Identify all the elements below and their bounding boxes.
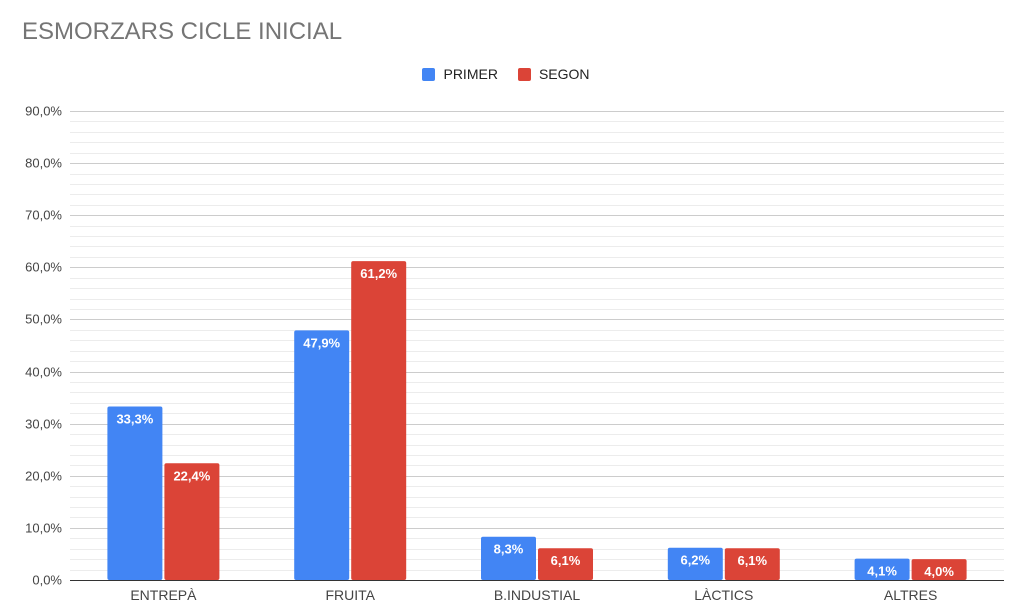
bar-primer — [854, 558, 910, 580]
bar-segon — [911, 559, 967, 580]
data-label: 4,1% — [867, 564, 897, 579]
x-tick-label: ENTREPÀ — [130, 587, 197, 603]
data-label: 33,3% — [116, 411, 153, 426]
y-tick-label: 10,0% — [25, 521, 62, 536]
bar-primer — [107, 406, 163, 580]
x-tick-label: B.INDUSTIAL — [494, 587, 581, 603]
data-label: 6,2% — [680, 553, 710, 568]
data-label: 61,2% — [360, 266, 397, 281]
y-tick-label: 20,0% — [25, 469, 62, 484]
bar-segon — [164, 463, 220, 580]
legend-swatch-segon — [517, 67, 531, 81]
legend-item-primer: PRIMER — [422, 66, 498, 82]
x-tick-label: LÀCTICS — [694, 587, 753, 603]
y-tick-label: 40,0% — [25, 365, 62, 380]
legend-label-segon: SEGON — [538, 66, 590, 82]
y-tick-label: 80,0% — [25, 156, 62, 171]
x-tick-label: FRUITA — [325, 587, 375, 603]
y-tick-label: 0,0% — [32, 573, 62, 588]
bar-segon — [351, 261, 407, 580]
data-label: 22,4% — [173, 468, 210, 483]
legend-swatch-primer — [422, 67, 436, 81]
legend-label-primer: PRIMER — [443, 66, 498, 82]
data-label: 8,3% — [494, 542, 524, 557]
y-tick-label: 60,0% — [25, 260, 62, 275]
bar-segon — [538, 548, 593, 580]
bar-primer — [667, 547, 723, 580]
data-label: 6,1% — [551, 553, 581, 568]
bar-primer — [481, 536, 536, 580]
data-label: 47,9% — [303, 335, 340, 350]
legend-item-segon: SEGON — [517, 66, 590, 82]
data-label: 4,0% — [924, 564, 954, 579]
y-tick-label: 30,0% — [25, 417, 62, 432]
data-label: 6,1% — [737, 553, 767, 568]
y-tick-label: 70,0% — [25, 208, 62, 223]
x-tick-label: ALTRES — [884, 587, 937, 603]
y-tick-label: 90,0% — [25, 104, 62, 119]
bar-primer — [294, 330, 350, 580]
chart-legend: PRIMER SEGON — [0, 66, 1012, 82]
y-tick-label: 50,0% — [25, 312, 62, 327]
bar-segon — [724, 548, 780, 580]
chart-title: ESMORZARS CICLE INICIAL — [22, 18, 343, 45]
